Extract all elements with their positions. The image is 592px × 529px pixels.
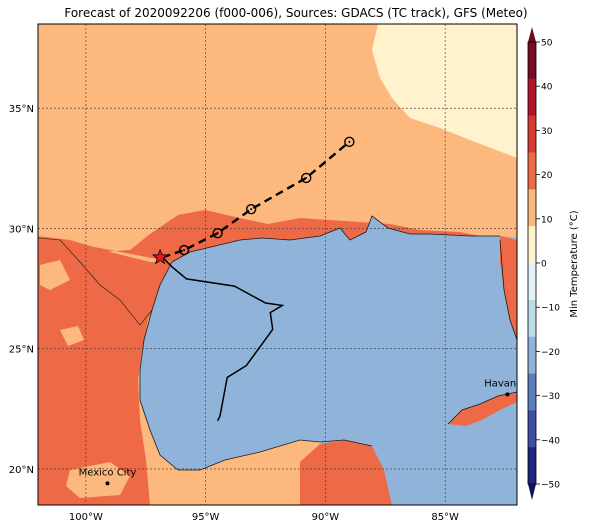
y-tick-label: 20°N bbox=[9, 465, 34, 476]
gulf-of-mexico bbox=[140, 216, 517, 505]
forecast-storm-track bbox=[162, 140, 351, 259]
colorbar-segment bbox=[528, 410, 536, 448]
city-label: Mexico City bbox=[79, 467, 137, 478]
forecast-track-points bbox=[178, 136, 355, 256]
forecast-point-marker bbox=[178, 244, 190, 256]
past-storm-track bbox=[161, 256, 285, 422]
warm-patch-mexico bbox=[60, 326, 84, 346]
border-us-mexico bbox=[38, 237, 153, 326]
hot-region-mexico bbox=[38, 236, 172, 505]
colorbar-segment bbox=[528, 226, 536, 264]
y-axis-ticks: 20°N 25°N 30°N 35°N bbox=[9, 104, 34, 476]
x-tick-label: 95°W bbox=[192, 512, 220, 523]
forecast-point-center bbox=[183, 249, 186, 252]
mild-temperature-patch bbox=[418, 38, 450, 58]
colorbar-tick-label: 40 bbox=[541, 83, 553, 93]
y-tick-label: 30°N bbox=[9, 224, 34, 235]
forecast-point-marker bbox=[344, 136, 355, 148]
forecast-point-center bbox=[305, 176, 308, 179]
colorbar-segment bbox=[528, 78, 536, 116]
city-dot bbox=[105, 481, 110, 486]
x-tick-label: 85°W bbox=[431, 512, 459, 523]
colorbar-segment bbox=[528, 447, 536, 485]
colorbar-segment bbox=[528, 299, 536, 337]
colorbar-segment bbox=[528, 115, 536, 153]
colorbar-tick-label: 30 bbox=[541, 127, 553, 137]
forecast-point-marker bbox=[212, 228, 223, 239]
colorbar-tick-label: 10 bbox=[541, 215, 553, 225]
city-markers: Mexico City Havana bbox=[79, 378, 522, 486]
cuba-island bbox=[448, 392, 517, 426]
colorbar-label: Min Temperature (°C) bbox=[569, 210, 580, 317]
colorbar-segment bbox=[528, 336, 536, 374]
colorbar-segment bbox=[528, 189, 536, 227]
current-position-star-icon bbox=[151, 248, 169, 265]
colorbar-max-arrow bbox=[528, 27, 536, 42]
coastline bbox=[139, 215, 517, 471]
florida-peninsula bbox=[500, 236, 517, 340]
chart-title: Forecast of 2020092206 (f000-006), Sourc… bbox=[64, 6, 528, 20]
colorbar-segment bbox=[528, 42, 536, 80]
mild-temperature-region bbox=[372, 24, 517, 158]
colorbar-tick-label: −20 bbox=[541, 348, 560, 358]
colorbar-tick-label: 50 bbox=[541, 39, 553, 49]
colorbar-tick-label: −40 bbox=[541, 436, 560, 446]
warm-patch-mexico-south bbox=[66, 462, 130, 498]
forecast-point-marker bbox=[301, 172, 312, 184]
forecast-point-center bbox=[216, 232, 219, 235]
colorbar-min-arrow bbox=[528, 484, 536, 500]
colorbar-tick-label: −30 bbox=[541, 392, 560, 402]
y-tick-label: 25°N bbox=[9, 345, 34, 356]
colorbar-segment bbox=[528, 152, 536, 190]
map-area: Mexico City Havana bbox=[38, 24, 522, 505]
colorbar-tick-label: −10 bbox=[541, 304, 560, 314]
yucatan-peninsula bbox=[300, 440, 392, 505]
x-axis-ticks: 100°W 95°W 90°W 85°W bbox=[69, 512, 459, 523]
x-tick-label: 90°W bbox=[312, 512, 340, 523]
map-frame bbox=[37, 23, 518, 506]
forecast-point-center bbox=[250, 208, 253, 211]
forecast-point-center bbox=[348, 140, 351, 143]
y-tick-label: 35°N bbox=[9, 104, 34, 115]
colorbar-tick-label: 0 bbox=[541, 260, 547, 270]
x-tick-label: 100°W bbox=[69, 512, 103, 523]
city-label: Havana bbox=[484, 378, 522, 389]
graticule bbox=[38, 24, 517, 505]
city-dot bbox=[505, 392, 510, 397]
colorbar-tick-label: 20 bbox=[541, 171, 553, 181]
colorbar: 50 40 30 20 10 0 −10 −20 −30 −40 −50 Min Temperatu… bbox=[527, 27, 580, 500]
colorbar-segment bbox=[528, 373, 536, 411]
forecast-point-marker bbox=[245, 203, 257, 215]
warm-patch-inland bbox=[40, 260, 70, 290]
colorbar-tick-label: −50 bbox=[541, 481, 560, 491]
colorbar-segment bbox=[528, 263, 536, 301]
